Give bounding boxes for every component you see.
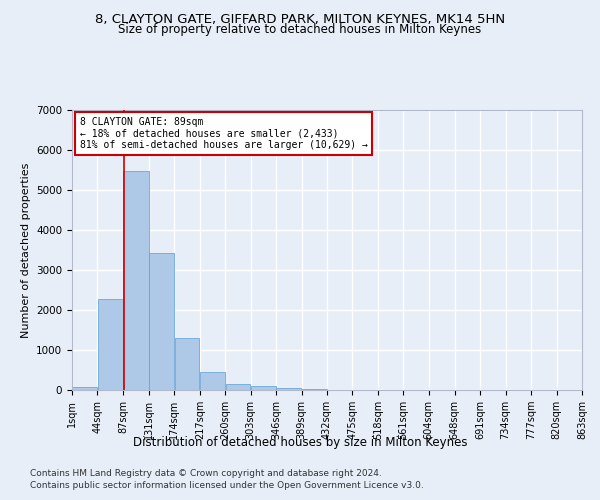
- Bar: [123, 171, 149, 390]
- Bar: [200, 372, 225, 390]
- Text: 8, CLAYTON GATE, GIFFARD PARK, MILTON KEYNES, MK14 5HN: 8, CLAYTON GATE, GIFFARD PARK, MILTON KE…: [95, 12, 505, 26]
- Text: 8 CLAYTON GATE: 89sqm
← 18% of detached houses are smaller (2,433)
81% of semi-d: 8 CLAYTON GATE: 89sqm ← 18% of detached …: [80, 117, 368, 150]
- Bar: [302, 389, 326, 390]
- Bar: [251, 386, 276, 390]
- Bar: [149, 253, 174, 390]
- Text: Contains public sector information licensed under the Open Government Licence v3: Contains public sector information licen…: [30, 481, 424, 490]
- Bar: [175, 338, 199, 390]
- Text: Distribution of detached houses by size in Milton Keynes: Distribution of detached houses by size …: [133, 436, 467, 449]
- Text: Contains HM Land Registry data © Crown copyright and database right 2024.: Contains HM Land Registry data © Crown c…: [30, 468, 382, 477]
- Bar: [277, 388, 301, 390]
- Bar: [98, 299, 122, 390]
- Bar: [226, 384, 250, 390]
- Bar: [73, 387, 97, 390]
- Y-axis label: Number of detached properties: Number of detached properties: [20, 162, 31, 338]
- Text: Size of property relative to detached houses in Milton Keynes: Size of property relative to detached ho…: [118, 22, 482, 36]
